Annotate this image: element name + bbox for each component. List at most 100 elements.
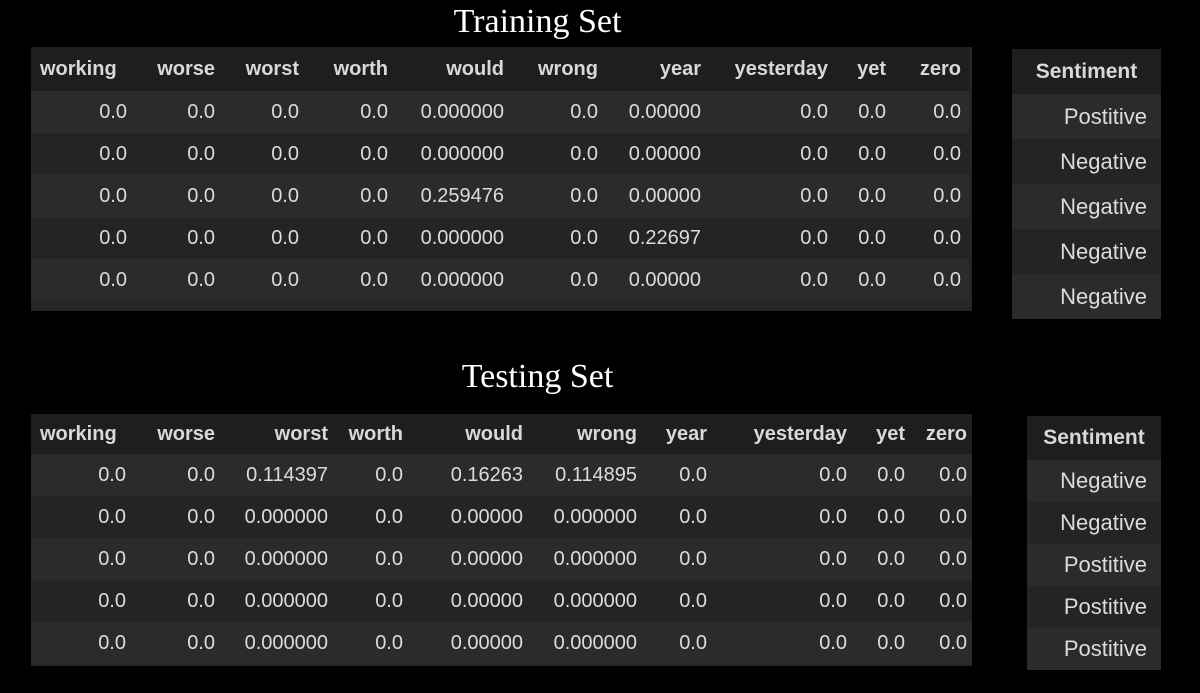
table-cell: 0.0 [99, 226, 127, 249]
table-cell: 0.0 [679, 505, 707, 528]
table-cell: 0.0 [187, 100, 215, 123]
table-row: 0.0 0.0 0.0 0.0 0.000000 0.0 0.00000 0.0 0.0 0.0 [31, 259, 969, 301]
training-features-table: working worse worst worth would wrong year yest… [31, 47, 969, 301]
column-header-working: working [40, 422, 117, 445]
table-cell: 0.0 [375, 589, 403, 612]
table-cell: 0.000000 [420, 142, 504, 165]
table-cell: 0.0 [570, 100, 598, 123]
sentiment-label: Postitive [1063, 594, 1147, 619]
table-cell: 0.00000 [628, 100, 701, 123]
sentiment-row: Negative [1012, 184, 1161, 229]
table-cell: 0.0 [819, 547, 847, 570]
sentiment-row: Negative [1012, 274, 1161, 319]
column-header-yesterday: yesterday [734, 57, 828, 80]
table-cell: 0.0 [360, 184, 388, 207]
column-header-wrong: wrong [538, 57, 598, 80]
table-cell: 0.0 [271, 226, 299, 249]
table-cell: 0.0 [858, 184, 886, 207]
sentiment-label: Negative [1060, 468, 1147, 493]
table-row: 0.0 0.0 0.0 0.0 0.259476 0.0 0.00000 0.0 0.0 0.0 [31, 175, 969, 217]
table-cell: 0.0 [800, 100, 828, 123]
table-cell: 0.0 [939, 589, 967, 612]
table-cell: 0.000000 [420, 226, 504, 249]
training-sentiment-body: Postitive Negative Negative Negative Negativ… [1012, 94, 1161, 319]
sentiment-label: Negative [1060, 238, 1147, 264]
table-cell: 0.0 [98, 589, 126, 612]
table-cell: 0.0 [939, 505, 967, 528]
table-cell: 0.0 [858, 226, 886, 249]
column-header-worst: worst [274, 422, 328, 445]
sentiment-row: Negative [1027, 502, 1161, 544]
table-cell: 0.0 [858, 100, 886, 123]
table-cell: 0.0 [98, 631, 126, 654]
sentiment-row: Negative [1012, 229, 1161, 274]
table-cell: 0.0 [360, 268, 388, 291]
column-header-working: working [40, 57, 117, 80]
table-cell: 0.0 [187, 226, 215, 249]
table-cell: 0.0 [877, 463, 905, 486]
column-header-year: year [659, 57, 701, 80]
table-cell: 0.0 [360, 100, 388, 123]
table-cell: 0.0 [271, 184, 299, 207]
table-row: 0.0 0.0 0.0 0.0 0.000000 0.0 0.22697 0.0 0.0 0.0 [31, 217, 969, 259]
training-sentiment-header: Sentiment [1035, 59, 1138, 83]
table-cell: 0.000000 [244, 589, 328, 612]
table-cell: 0.000000 [553, 505, 637, 528]
table-cell: 0.0 [679, 463, 707, 486]
testing-features-table-panel: working worse worst worth would wrong year yest… [31, 414, 972, 666]
table-cell: 0.00000 [450, 589, 523, 612]
table-cell: 0.00000 [450, 631, 523, 654]
column-header-wrong: wrong [577, 422, 637, 445]
table-cell: 0.0 [271, 100, 299, 123]
table-cell: 0.00000 [450, 547, 523, 570]
column-header-zero: zero [925, 422, 967, 445]
table-cell: 0.0 [570, 226, 598, 249]
sentiment-row: Negative [1012, 139, 1161, 184]
table-row: 0.0 0.0 0.000000 0.0 0.00000 0.000000 0.0 0.0 0.… [31, 538, 972, 580]
table-cell: 0.0 [933, 100, 961, 123]
table-cell: 0.114397 [246, 463, 328, 486]
table-cell: 0.000000 [553, 631, 637, 654]
column-header-worth: worth [333, 57, 388, 80]
table-cell: 0.0 [187, 631, 215, 654]
table-cell: 0.0 [187, 184, 215, 207]
sentiment-row: Negative [1027, 460, 1161, 502]
table-cell: 0.0 [99, 268, 127, 291]
table-cell: 0.0 [99, 184, 127, 207]
table-cell: 0.0 [187, 589, 215, 612]
testing-sentiment-header: Sentiment [1043, 426, 1145, 449]
table-cell: 0.0 [99, 100, 127, 123]
column-header-worse: worse [157, 57, 215, 80]
table-cell: 0.000000 [420, 100, 504, 123]
sentiment-row: Postitive [1027, 544, 1161, 586]
table-cell: 0.0 [877, 505, 905, 528]
column-header-yesterday: yesterday [753, 422, 847, 445]
table-cell: 0.0 [939, 547, 967, 570]
column-header-worth: worth [348, 422, 403, 445]
column-header-yet: yet [876, 422, 905, 445]
column-header-would: would [465, 422, 523, 445]
table-cell: 0.000000 [553, 589, 637, 612]
table-cell: 0.0 [819, 463, 847, 486]
training-sentiment-panel: Sentiment Postitive Negative Negative Negat… [1012, 49, 1161, 319]
table-cell: 0.0 [819, 505, 847, 528]
table-cell: 0.0 [858, 268, 886, 291]
table-cell: 0.0 [375, 547, 403, 570]
table-cell: 0.0 [933, 184, 961, 207]
column-header-would: would [446, 57, 504, 80]
table-cell: 0.0 [187, 268, 215, 291]
table-cell: 0.0 [939, 463, 967, 486]
table-row: 0.0 0.0 0.0 0.0 0.000000 0.0 0.00000 0.0 0.0 0.0 [31, 91, 969, 133]
sentiment-row: Postitive [1027, 628, 1161, 670]
table-row: 0.0 0.0 0.114397 0.0 0.16263 0.114895 0.0 0.0 0.… [31, 454, 972, 496]
table-cell: 0.00000 [628, 142, 701, 165]
table-cell: 0.000000 [244, 505, 328, 528]
sentiment-label: Negative [1060, 510, 1147, 535]
table-cell: 0.000000 [553, 547, 637, 570]
sentiment-label: Postitive [1063, 636, 1147, 661]
table-row: 0.0 0.0 0.000000 0.0 0.00000 0.000000 0.0 0.0 0.… [31, 580, 972, 622]
table-cell: 0.0 [98, 547, 126, 570]
table-cell: 0.0 [360, 142, 388, 165]
column-header-worst: worst [245, 57, 299, 80]
table-cell: 0.0 [877, 589, 905, 612]
